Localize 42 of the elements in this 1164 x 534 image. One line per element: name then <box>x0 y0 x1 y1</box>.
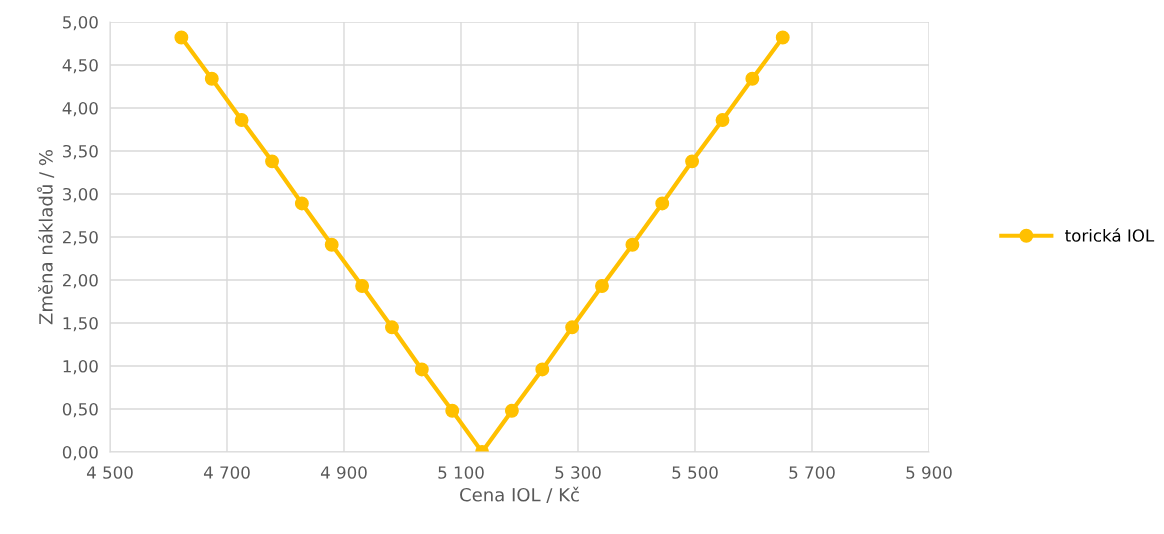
point <box>625 237 640 252</box>
x-tick-label: 4 500 <box>86 466 133 479</box>
point <box>385 320 399 335</box>
y-tick-label: 1,00 <box>63 359 98 375</box>
x-tick-label: 5 100 <box>438 466 484 479</box>
x-tick-label: 4 900 <box>320 466 367 479</box>
x-tick-label: 5 300 <box>555 466 601 479</box>
point <box>355 279 370 293</box>
point <box>174 30 189 45</box>
x-tick-label: 5 900 <box>906 466 952 479</box>
point <box>715 113 730 127</box>
y-tick-label: 1,50 <box>63 316 98 332</box>
x-tick-label: 5 500 <box>672 466 718 479</box>
y-tick-label: 4,00 <box>62 101 98 117</box>
point <box>324 237 339 252</box>
y-tick-label: 0,50 <box>62 402 98 418</box>
point <box>445 403 460 418</box>
legend-label: torická IOL <box>1065 228 1155 242</box>
point <box>655 196 670 211</box>
y-tick-label: 2,00 <box>63 273 98 289</box>
point <box>234 113 249 127</box>
point <box>504 403 519 418</box>
point <box>265 154 279 169</box>
y-tick-label: 3,50 <box>63 144 98 160</box>
point <box>535 362 550 377</box>
y-tick-label: 0,00 <box>62 445 98 461</box>
y-tick-label: 3,00 <box>63 187 98 203</box>
point <box>775 30 790 45</box>
y-tick-label: 2,50 <box>63 230 98 246</box>
y-axis-title: Změna nákladů / % <box>37 150 55 325</box>
x-tick-label: 4 700 <box>203 466 250 479</box>
point <box>414 362 429 377</box>
point <box>685 154 700 169</box>
x-axis-title: Cena IOL / Kč <box>460 486 579 503</box>
point <box>745 71 760 86</box>
point <box>565 320 580 335</box>
x-tick-label: 5 700 <box>789 466 835 479</box>
point <box>294 196 309 211</box>
point <box>595 279 609 293</box>
y-tick-label: 4,50 <box>62 58 98 74</box>
y-tick-label: 5,00 <box>63 15 98 31</box>
point <box>204 71 219 86</box>
